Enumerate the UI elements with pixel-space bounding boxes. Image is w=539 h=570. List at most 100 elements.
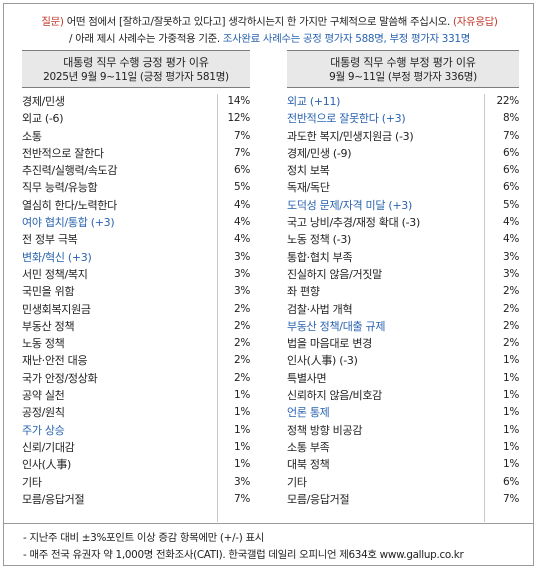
question-prefix: 질문) — [41, 16, 64, 28]
positive-row: 변화/혁신 (+3) 3% — [22, 249, 250, 266]
positive-row-value: 1% — [233, 406, 250, 419]
negative-row-label: 언론 통제 — [287, 406, 330, 420]
negative-row: 신뢰하지 않음/비호감 1% — [287, 387, 519, 404]
negative-row-value: 6% — [502, 475, 519, 488]
positive-row-label: 직무 능력/유능함 — [22, 181, 98, 195]
positive-row-value: 7% — [233, 129, 250, 142]
negative-row-value: 1% — [502, 406, 519, 419]
negative-row: 도덕성 문제/자격 미달 (+3) 5% — [287, 197, 519, 214]
positive-row-value: 2% — [233, 302, 250, 315]
negative-row: 인사(人事) (-3) 1% — [287, 352, 519, 369]
negative-row-value: 7% — [502, 129, 519, 142]
positive-row-label: 재난·안전 대응 — [22, 354, 88, 368]
positive-row-label: 변화/혁신 (+3) — [22, 250, 92, 264]
sample-note-line: / 아래 제시 사례수는 가중적용 기준. 조사완료 사례수는 공정 평가자 5… — [4, 30, 535, 45]
positive-row: 소통 7% — [22, 128, 250, 145]
negative-row: 좌 편향 2% — [287, 283, 519, 300]
negative-row-label: 경제/민생 (-9) — [287, 146, 352, 160]
positive-row-value: 1% — [233, 389, 250, 402]
positive-row: 주가 상승 1% — [22, 422, 250, 439]
negative-row-value: 1% — [502, 440, 519, 453]
negative-row-label: 법을 마음대로 변경 — [287, 337, 372, 351]
positive-column: 대통령 직무 수행 긍정 평가 이유 2025년 9월 9~11일 (긍정 평가… — [22, 50, 250, 508]
positive-row-value: 2% — [233, 371, 250, 384]
positive-row-label: 기타 — [22, 475, 42, 489]
negative-row: 모름/응답거절 7% — [287, 491, 519, 508]
positive-row: 국가 안정/정상화 2% — [22, 370, 250, 387]
positive-row-value: 1% — [233, 440, 250, 453]
negative-row: 기타 6% — [287, 474, 519, 491]
negative-row-label: 국고 낭비/추경/재정 확대 (-3) — [287, 216, 420, 230]
positive-subtitle: 2025년 9월 9~11일 (긍정 평가자 581명) — [43, 71, 229, 83]
negative-row: 외교 (+11) 22% — [287, 93, 519, 110]
positive-row-label: 전반적으로 잘한다 — [22, 146, 104, 160]
positive-row-label: 여야 협치/통합 (+3) — [22, 216, 115, 230]
negative-value-divider — [484, 94, 485, 522]
positive-row: 노동 정책 2% — [22, 335, 250, 352]
negative-row: 통합·협치 부족 3% — [287, 249, 519, 266]
positive-row-value: 5% — [233, 181, 250, 194]
positive-row-label: 신뢰/기대감 — [22, 440, 75, 454]
positive-row-value: 1% — [233, 423, 250, 436]
positive-row-value: 6% — [233, 164, 250, 177]
negative-row-label: 신뢰하지 않음/비호감 — [287, 389, 382, 403]
negative-row-label: 부동산 정책/대출 규제 — [287, 319, 386, 333]
positive-row-value: 14% — [227, 95, 251, 107]
question-line: 질문) 어떤 점에서 [잘하고/잘못하고 있다고] 생각하시는지 한 가지만 구… — [4, 13, 535, 28]
negative-row-label: 정치 보복 — [287, 164, 330, 178]
positive-row: 인사(人事) 1% — [22, 456, 250, 473]
positive-row-value: 3% — [233, 250, 250, 263]
positive-row: 공정/원칙 1% — [22, 404, 250, 421]
negative-row-label: 소통 부족 — [287, 440, 330, 454]
negative-row-label: 좌 편향 — [287, 285, 320, 299]
negative-row: 정치 보복 6% — [287, 162, 519, 179]
negative-row-value: 1% — [502, 389, 519, 402]
negative-row-value: 1% — [502, 458, 519, 471]
positive-row: 외교 (-6) 12% — [22, 110, 250, 127]
negative-row-value: 1% — [502, 423, 519, 436]
positive-row: 부동산 정책 2% — [22, 318, 250, 335]
positive-row-label: 공정/원칙 — [22, 406, 65, 420]
positive-row: 열심히 한다/노력한다 4% — [22, 197, 250, 214]
positive-row: 재난·안전 대응 2% — [22, 352, 250, 369]
sample-note-highlight: 조사완료 사례수는 공정 평가자 588명, 부정 평가자 331명 — [222, 33, 470, 45]
negative-title: 대통령 직무 수행 부정 평가 이유 — [330, 56, 476, 69]
negative-row: 대북 정책 1% — [287, 456, 519, 473]
positive-value-divider — [217, 94, 218, 522]
footnote-change: - 지난주 대비 ±3%포인트 이상 증감 항목에만 (+/-) 표시 — [23, 532, 264, 544]
positive-row-label: 국민을 위함 — [22, 285, 75, 299]
positive-row-value: 12% — [227, 112, 251, 125]
negative-row-value: 2% — [502, 302, 519, 315]
positive-row-label: 경제/민생 — [22, 95, 65, 108]
positive-row-label: 노동 정책 — [22, 337, 65, 351]
positive-row: 기타 3% — [22, 474, 250, 491]
positive-row: 신뢰/기대감 1% — [22, 439, 250, 456]
negative-row: 언론 통제 1% — [287, 404, 519, 421]
positive-row-value: 7% — [233, 146, 250, 159]
negative-subtitle: 9월 9~11일 (부정 평가자 336명) — [329, 71, 477, 83]
sample-note-prefix: / 아래 제시 사례수는 가중적용 기준. — [69, 33, 220, 45]
negative-row-value: 2% — [502, 319, 519, 332]
positive-row-value: 2% — [233, 319, 250, 332]
positive-row-label: 추진력/실행력/속도감 — [22, 164, 118, 178]
negative-row-value: 5% — [502, 198, 519, 211]
positive-row-value: 2% — [233, 354, 250, 367]
positive-row-label: 외교 (-6) — [22, 112, 64, 126]
negative-row-label: 도덕성 문제/자격 미달 (+3) — [287, 198, 412, 212]
report-frame: 질문) 어떤 점에서 [잘하고/잘못하고 있다고] 생각하시는지 한 가지만 구… — [3, 3, 534, 566]
negative-row-label: 노동 정책 (-3) — [287, 233, 352, 247]
negative-row-value: 8% — [502, 112, 519, 125]
positive-row: 서민 정책/복지 3% — [22, 266, 250, 283]
positive-row-label: 민생회복지원금 — [22, 302, 91, 316]
negative-row-value: 6% — [502, 164, 519, 177]
positive-row-label: 모름/응답거절 — [22, 492, 85, 506]
positive-row-value: 1% — [233, 458, 250, 471]
positive-row-label: 열심히 한다/노력한다 — [22, 198, 117, 212]
negative-row-label: 과도한 복지/민생지원금 (-3) — [287, 129, 414, 143]
negative-row-label: 대북 정책 — [287, 458, 330, 472]
negative-row: 법을 마음대로 변경 2% — [287, 335, 519, 352]
positive-row: 전 정부 극복 4% — [22, 231, 250, 248]
positive-row-label: 전 정부 극복 — [22, 233, 78, 247]
positive-row-value: 3% — [233, 475, 250, 488]
negative-row: 진실하지 않음/거짓말 3% — [287, 266, 519, 283]
